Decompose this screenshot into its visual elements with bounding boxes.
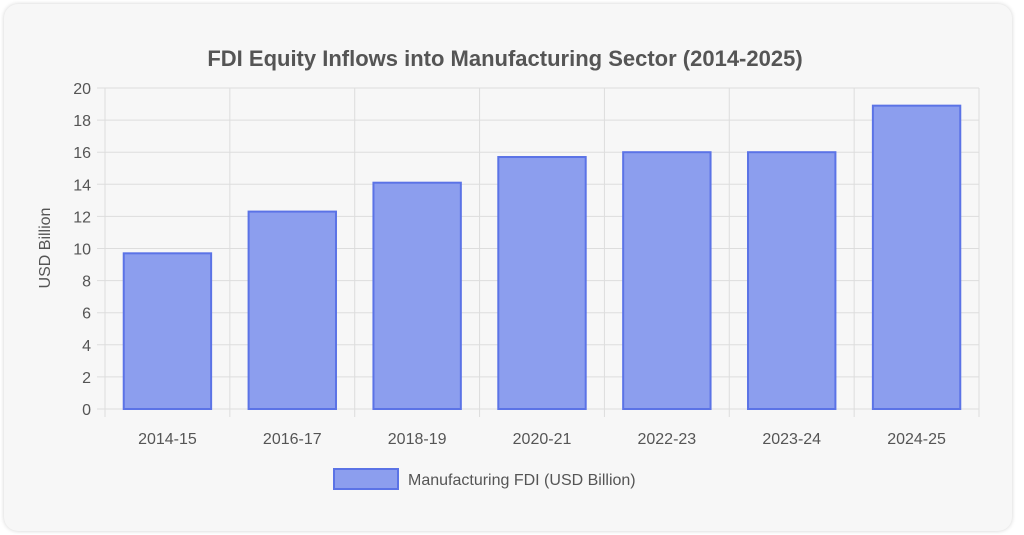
x-tick-label: 2020-21 [513,431,572,448]
y-tick-label: 18 [73,113,91,130]
y-tick-label: 2 [82,370,91,387]
y-tick-label: 6 [82,306,91,323]
x-tick-label: 2024-25 [887,431,946,448]
bar-2023-24[interactable] [747,151,837,410]
x-tick-label: 2023-24 [762,431,821,448]
x-tick-label: 2016-17 [263,431,322,448]
y-tick-label: 8 [82,274,91,291]
x-axis-ticks: 2014-15 2016-17 2018-19 2020-21 2022-23 2023-… [138,431,946,448]
chart-title: FDI Equity Inflows into Manufacturing Se… [207,46,802,71]
y-tick-label: 12 [73,209,91,226]
y-tick-label: 16 [73,145,91,162]
y-tick-label: 20 [73,81,91,98]
y-tick-label: 14 [73,177,91,194]
y-tick-label: 0 [82,402,91,419]
legend[interactable]: Manufacturing FDI (USD Billion) [333,468,636,490]
x-tick-label: 2014-15 [138,431,197,448]
bar-2022-23[interactable] [622,151,712,410]
x-tick-label: 2018-19 [388,431,447,448]
y-tick-label: 10 [73,242,91,259]
bars [122,104,962,410]
bar-2024-25[interactable] [871,104,962,410]
bar-2020-21[interactable] [497,156,587,410]
x-tick-label: 2022-23 [637,431,696,448]
y-axis-ticks: 0 2 4 6 8 10 12 14 16 18 20 [73,81,91,419]
y-tick-label: 4 [82,338,91,355]
y-axis-label: USD Billion [37,208,54,289]
legend-swatch [333,468,399,490]
bar-2016-17[interactable] [247,210,337,410]
legend-label: Manufacturing FDI (USD Billion) [408,472,636,489]
bar-2014-15[interactable] [122,252,213,410]
bar-2018-19[interactable] [372,181,462,410]
